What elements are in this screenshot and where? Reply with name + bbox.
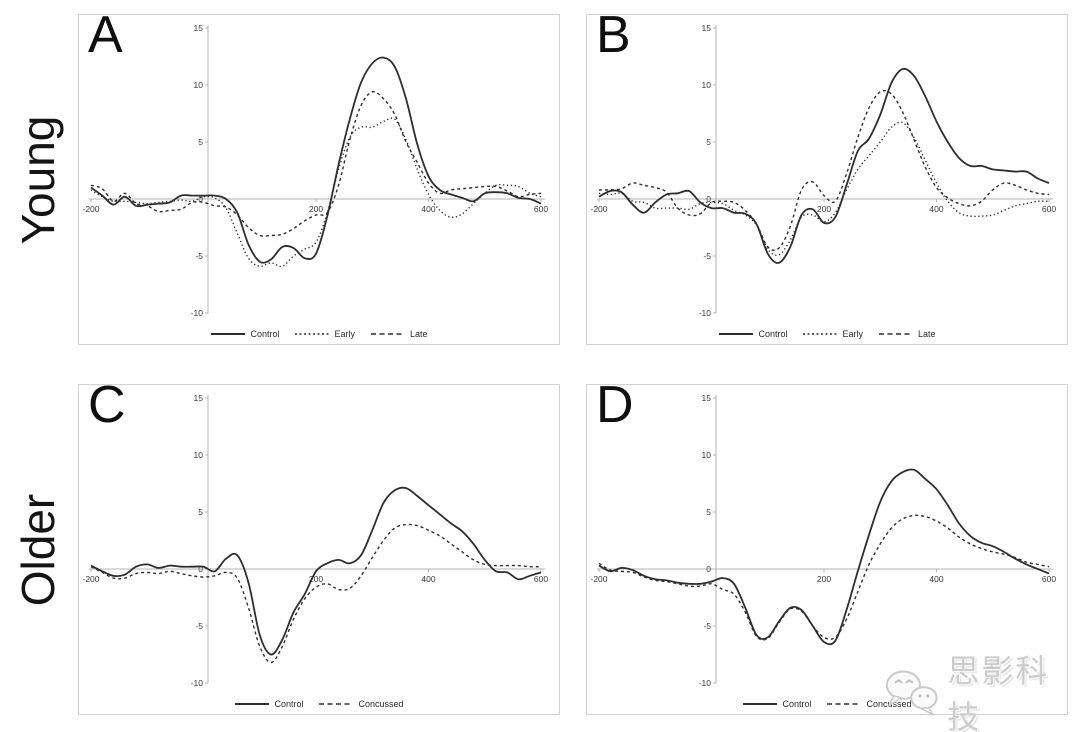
y-axis-tick-label: 0 (706, 194, 711, 204)
legend-b: Control Early Late (587, 327, 1067, 341)
legend-item-control: Control (210, 329, 279, 339)
legend-item-early: Early (294, 329, 355, 339)
y-axis-tick-label: -10 (191, 308, 204, 318)
y-axis-tick-label: 15 (702, 393, 712, 403)
legend-label: Concussed (358, 699, 404, 709)
panel-b: 15 10 5 0 -5 -10 -200 200 400 600 B Control Early L… (586, 6, 1068, 345)
y-axis-tick-label: -10 (699, 308, 712, 318)
legend-item-control: Control (742, 699, 811, 709)
series-control-line (598, 468, 1050, 646)
series-early-line (598, 121, 1050, 257)
y-axis-tick-label: 15 (702, 23, 712, 33)
y-axis-tick-label: 10 (194, 450, 204, 460)
x-axis-tick-label: -200 (590, 574, 607, 584)
panel-letter-c: C (88, 376, 126, 434)
watermark-text: 思影科技 (947, 653, 1050, 732)
x-axis-tick-label: -200 (82, 574, 99, 584)
legend-line-sample (879, 333, 913, 335)
y-axis-tick-label: 5 (198, 507, 203, 517)
y-axis-tick-label: 5 (198, 137, 203, 147)
legend-label: Control (250, 329, 280, 339)
waveform-plot-d: 15 10 5 0 -5 -10 -200 200 400 600 (590, 393, 1056, 688)
y-axis-tick-label: 10 (702, 80, 712, 90)
legend-a: Control Early Late (79, 327, 559, 341)
y-axis-tick-label: 5 (706, 137, 711, 147)
x-axis-tick-label: 400 (929, 204, 943, 214)
y-axis-tick-label: -10 (191, 678, 204, 688)
x-axis-tick-label: 600 (1042, 574, 1056, 584)
series-late-line (598, 89, 1050, 251)
row-label-young: Young (12, 115, 64, 245)
y-axis-tick-label: -5 (195, 621, 203, 631)
x-axis-tick-label: 400 (421, 574, 435, 584)
row-label-older: Older (12, 493, 64, 607)
x-axis-tick-label: 400 (421, 204, 435, 214)
legend-item-late: Late (370, 329, 428, 339)
series-concussed-line (598, 514, 1050, 641)
legend-item-late: Late (878, 329, 936, 339)
legend-line-sample (803, 333, 838, 335)
panel-letter-d: D (596, 376, 634, 434)
panel-letter-b: B (596, 6, 631, 64)
y-axis-tick-label: 10 (194, 80, 204, 90)
legend-line-sample (827, 703, 862, 705)
y-axis-tick-label: -5 (703, 621, 711, 631)
panel-c: 15 10 5 0 -5 -10 -200 200 400 600 C Control Concus… (78, 376, 560, 715)
x-axis-tick-label: -200 (82, 204, 99, 214)
series-control-line (598, 67, 1050, 264)
legend-item-early: Early (802, 329, 863, 339)
legend-item-control: Control (718, 329, 787, 339)
legend-label: Late (410, 329, 428, 339)
legend-c: Control Concussed (79, 697, 559, 711)
legend-line-sample (319, 703, 354, 705)
series-control-line (90, 486, 542, 656)
watermark: 思影科技 (882, 646, 1080, 732)
x-axis-tick-label: 600 (1042, 204, 1056, 214)
panel-letter-a: A (88, 6, 123, 64)
series-early-line (90, 117, 542, 268)
y-axis-tick-label: 0 (706, 564, 711, 574)
legend-line-sample (295, 333, 330, 335)
x-axis-tick-label: 600 (534, 204, 548, 214)
legend-line-sample (371, 333, 405, 335)
x-axis-tick-label: 200 (817, 204, 831, 214)
x-axis-tick-label: -200 (590, 204, 607, 214)
waveform-plot-c: 15 10 5 0 -5 -10 -200 200 400 600 (82, 393, 548, 688)
y-axis-tick-label: -5 (195, 251, 203, 261)
legend-label: Early (334, 329, 355, 339)
x-axis-tick-label: 200 (309, 574, 323, 584)
legend-line-sample (211, 333, 246, 335)
x-axis-tick-label: 200 (817, 574, 831, 584)
legend-label: Late (918, 329, 936, 339)
legend-line-sample (719, 333, 754, 335)
waveform-plot-b: 15 10 5 0 -5 -10 -200 200 400 600 (590, 23, 1056, 318)
y-axis-tick-label: 0 (198, 194, 203, 204)
y-axis-tick-label: 5 (706, 507, 711, 517)
wechat-bubbles-icon (885, 670, 938, 716)
series-control-line (90, 56, 542, 264)
y-axis-tick-label: 0 (198, 564, 203, 574)
legend-item-concussed: Concussed (318, 699, 404, 709)
legend-item-control: Control (234, 699, 303, 709)
series-concussed-line (90, 523, 542, 664)
legend-label: Control (274, 699, 304, 709)
waveform-plot-a: 15 10 5 0 -5 -10 -200 200 400 600 (82, 23, 548, 318)
y-axis-tick-label: -10 (699, 678, 712, 688)
legend-label: Control (782, 699, 812, 709)
y-axis-tick-label: 10 (702, 450, 712, 460)
x-axis-tick-label: 200 (309, 204, 323, 214)
y-axis-tick-label: 15 (194, 393, 204, 403)
series-late-line (90, 90, 542, 237)
legend-label: Early (842, 329, 863, 339)
legend-label: Control (758, 329, 788, 339)
y-axis-tick-label: 15 (194, 23, 204, 33)
x-axis-tick-label: 600 (534, 574, 548, 584)
x-axis-tick-label: 400 (929, 574, 943, 584)
panel-a: 15 10 5 0 -5 -10 -200 200 400 600 A Control Early L… (78, 6, 560, 345)
legend-line-sample (235, 703, 270, 705)
legend-line-sample (743, 703, 778, 705)
y-axis-tick-label: -5 (703, 251, 711, 261)
